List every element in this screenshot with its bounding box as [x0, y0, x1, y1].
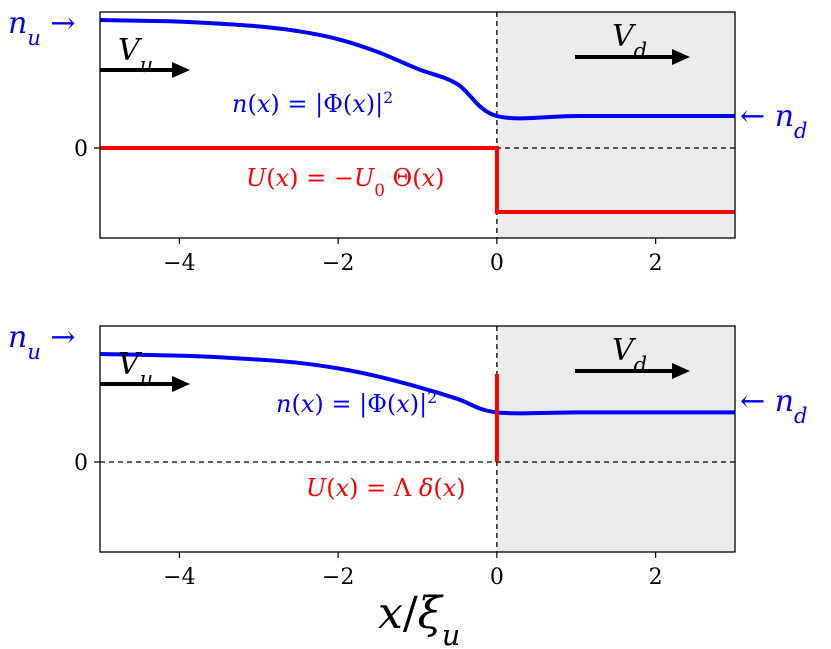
x-tick-label: 0 [490, 565, 504, 590]
x-tick-label: −2 [322, 565, 354, 590]
downstream-region [496, 326, 735, 552]
x-tick-label: −2 [322, 251, 354, 276]
density-label: n(x) = |Φ(x)|2 [276, 389, 437, 419]
v-u-arrow-head [172, 376, 190, 392]
n-d-label: ← nd [740, 99, 807, 143]
x-tick-label: 0 [490, 251, 504, 276]
axes-frame [99, 325, 736, 553]
axes-frame [99, 11, 736, 239]
v-d-arrow-head [672, 49, 690, 65]
potential-label: U(x) = Λ δ(x) [306, 474, 466, 502]
x-axis-label: x/ξu [378, 588, 460, 649]
n-d-label: ← nd [740, 384, 807, 428]
v-d-label: Vd [612, 19, 647, 63]
y-tick-label: 0 [74, 451, 88, 476]
x-tick-label: 2 [649, 251, 663, 276]
y-tick-label: 0 [74, 137, 88, 162]
n-u-label: nu → [8, 320, 76, 364]
density-curve [99, 352, 735, 416]
x-tick-label: −4 [163, 251, 195, 276]
x-tick-label: 2 [649, 565, 663, 590]
v-u-arrow-head [172, 62, 190, 78]
n-u-label: nu → [8, 6, 76, 50]
potential-curve [100, 146, 735, 214]
density-label: n(x) = |Φ(x)|2 [232, 89, 393, 119]
potential-label: U(x) = −U0 Θ(x) [246, 164, 445, 200]
downstream-region [496, 12, 735, 238]
density-curve [99, 18, 735, 121]
x-tick-label: −4 [163, 565, 195, 590]
v-d-arrow-head [672, 363, 690, 379]
